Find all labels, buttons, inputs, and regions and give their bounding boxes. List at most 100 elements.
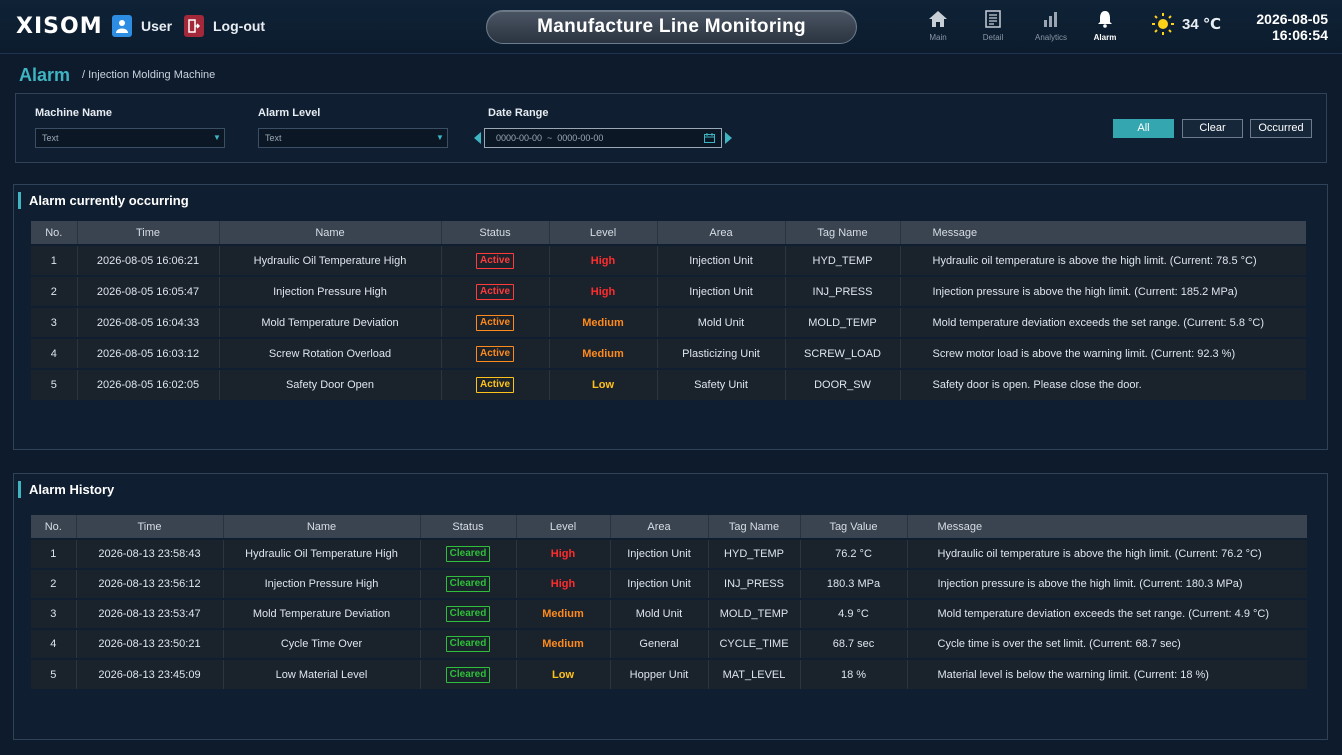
- user-label: User: [141, 18, 173, 34]
- app-title: Manufacture Line Monitoring: [486, 10, 857, 44]
- brand-logo: XISOM: [16, 14, 103, 39]
- cell-message-text: Mold temperature deviation exceeds the s…: [937, 608, 1270, 620]
- cell-message-text: Mold temperature deviation exceeds the s…: [932, 316, 1265, 329]
- logout-button[interactable]: Log-out: [184, 15, 265, 37]
- cell-time: 2026-08-13 23:45:09: [76, 658, 224, 689]
- cell-value-text: 68.7 sec: [832, 638, 875, 650]
- cell-name: Hydraulic Oil Temperature High: [219, 244, 442, 276]
- cell-area: Injection Unit: [657, 244, 786, 276]
- cell-time-text: 2026-08-05 16:06:21: [96, 254, 200, 267]
- nav-analytics[interactable]: Analytics: [1026, 10, 1076, 42]
- cell-level: Low: [516, 658, 611, 689]
- cell-status: Active: [441, 275, 550, 307]
- cell-name: Injection Pressure High: [219, 275, 442, 307]
- table-row[interactable]: 2 2026-08-05 16:05:47 Injection Pressure H…: [31, 275, 1306, 307]
- table-row[interactable]: 1 2026-08-05 16:06:21 Hydraulic Oil Temper…: [31, 244, 1306, 276]
- table-header-row: No. Time Name Status Level Area Tag Name…: [31, 221, 1306, 245]
- date-prev-arrow-icon[interactable]: [474, 132, 481, 144]
- nav-main[interactable]: Main: [913, 10, 963, 42]
- cell-name-text: Mold Temperature Deviation: [261, 316, 399, 329]
- filter-clear-button[interactable]: Clear: [1182, 119, 1243, 138]
- cell-no-text: 1: [50, 548, 57, 560]
- nav-alarm[interactable]: Alarm: [1080, 10, 1130, 42]
- date-range-input[interactable]: 0000-00-00 ~ 0000-00-00: [484, 128, 722, 148]
- cell-no: 5: [31, 658, 77, 689]
- cell-message-text: Hydraulic oil temperature is above the h…: [932, 254, 1257, 267]
- cell-area: Injection Unit: [610, 538, 709, 569]
- level-label: High: [590, 285, 616, 298]
- cell-no: 1: [31, 538, 77, 569]
- table-row[interactable]: 4 2026-08-13 23:50:21 Cycle Time Over Clear…: [31, 628, 1307, 659]
- cell-area: Plasticizing Unit: [657, 337, 786, 369]
- cell-area-text: General: [639, 638, 679, 650]
- table-row[interactable]: 3 2026-08-13 23:53:47 Mold Temperature Dev…: [31, 598, 1307, 629]
- table-row[interactable]: 3 2026-08-05 16:04:33 Mold Temperature Dev…: [31, 306, 1306, 338]
- cell-message-text: Material level is below the warning limi…: [937, 668, 1209, 681]
- cell-name-text: Hydraulic Oil Temperature High: [253, 254, 407, 267]
- cell-value: 4.9 °C: [800, 598, 908, 629]
- user-icon: [112, 15, 132, 37]
- table-row[interactable]: 2 2026-08-13 23:56:12 Injection Pressure H…: [31, 568, 1307, 599]
- machine-name-value: Text: [42, 133, 59, 143]
- cell-area-text: Mold Unit: [635, 608, 683, 620]
- table-row[interactable]: 4 2026-08-05 16:03:12 Screw Rotation Overl…: [31, 337, 1306, 369]
- machine-name-select[interactable]: Text ▼: [35, 128, 225, 148]
- column-header: Message: [907, 515, 1307, 539]
- alarm-level-value: Text: [265, 133, 282, 143]
- cell-message: Hydraulic oil temperature is above the h…: [907, 538, 1307, 569]
- current-alarms-title: Alarm currently occurring: [18, 192, 189, 209]
- calendar-icon[interactable]: [704, 133, 715, 143]
- alarm-history-panel: Alarm History No. Time Name Status Level…: [13, 473, 1328, 740]
- filter-all-button[interactable]: All: [1113, 119, 1174, 138]
- column-header: Time: [76, 515, 224, 539]
- machine-name-label: Machine Name: [35, 107, 113, 119]
- cell-no-text: 4: [50, 347, 57, 360]
- nav-detail-label: Detail: [982, 33, 1004, 42]
- table-row[interactable]: 1 2026-08-13 23:58:43 Hydraulic Oil Temper…: [31, 538, 1307, 569]
- user-button[interactable]: User: [112, 15, 172, 37]
- cell-time: 2026-08-13 23:53:47: [76, 598, 224, 629]
- cell-value: 180.3 MPa: [800, 568, 908, 599]
- cell-name-text: Cycle Time Over: [280, 638, 363, 650]
- cell-tag: CYCLE_TIME: [708, 628, 801, 659]
- cell-no: 3: [31, 598, 77, 629]
- cell-message-text: Safety door is open. Please close the do…: [932, 379, 1142, 391]
- table-row[interactable]: 5 2026-08-13 23:45:09 Low Material Level Cl…: [31, 658, 1307, 689]
- level-label: High: [550, 548, 576, 560]
- alarm-level-select[interactable]: Text ▼: [258, 128, 448, 148]
- cell-area: Mold Unit: [657, 306, 786, 338]
- cell-tag-text: INJ_PRESS: [812, 285, 873, 298]
- date-next-arrow-icon[interactable]: [725, 132, 732, 144]
- nav-detail[interactable]: Detail: [968, 10, 1018, 42]
- cell-tag-text: CYCLE_TIME: [719, 638, 789, 650]
- cell-message: Mold temperature deviation exceeds the s…: [900, 306, 1306, 338]
- cell-tag: MOLD_TEMP: [785, 306, 901, 338]
- column-header: Tag Name: [785, 221, 901, 245]
- document-icon: [985, 10, 1001, 28]
- cell-name-text: Hydraulic Oil Temperature High: [245, 548, 398, 560]
- cell-status: Cleared: [420, 658, 517, 689]
- cell-no-text: 3: [50, 316, 57, 329]
- table-row[interactable]: 5 2026-08-05 16:02:05 Safety Door Open Acti…: [31, 368, 1306, 400]
- cell-area: Hopper Unit: [610, 658, 709, 689]
- clock: 2026-08-05 16:06:54: [1256, 11, 1328, 43]
- logout-icon: [184, 15, 204, 37]
- filter-occurred-button[interactable]: Occurred: [1250, 119, 1312, 138]
- cell-area-text: Plasticizing Unit: [682, 347, 760, 360]
- status-badge: Cleared: [445, 546, 491, 562]
- cell-message-text: Cycle time is over the set limit. (Curre…: [937, 638, 1181, 650]
- status-badge: Cleared: [445, 606, 491, 622]
- cell-no-text: 2: [50, 285, 57, 298]
- cell-area-text: Injection Unit: [627, 578, 691, 590]
- cell-time-text: 2026-08-13 23:53:47: [98, 608, 201, 620]
- status-badge: Active: [475, 252, 514, 269]
- cell-tag-text: DOOR_SW: [814, 379, 871, 391]
- level-label: Low: [592, 379, 614, 391]
- filter-panel: Machine Name Text ▼ Alarm Level Text ▼ D…: [15, 93, 1327, 163]
- cell-name: Safety Door Open: [219, 368, 442, 400]
- status-badge: Active: [475, 377, 514, 393]
- cell-no: 5: [31, 368, 78, 400]
- cell-name-text: Mold Temperature Deviation: [252, 608, 391, 620]
- cell-status: Cleared: [420, 568, 517, 599]
- cell-status: Active: [441, 368, 550, 400]
